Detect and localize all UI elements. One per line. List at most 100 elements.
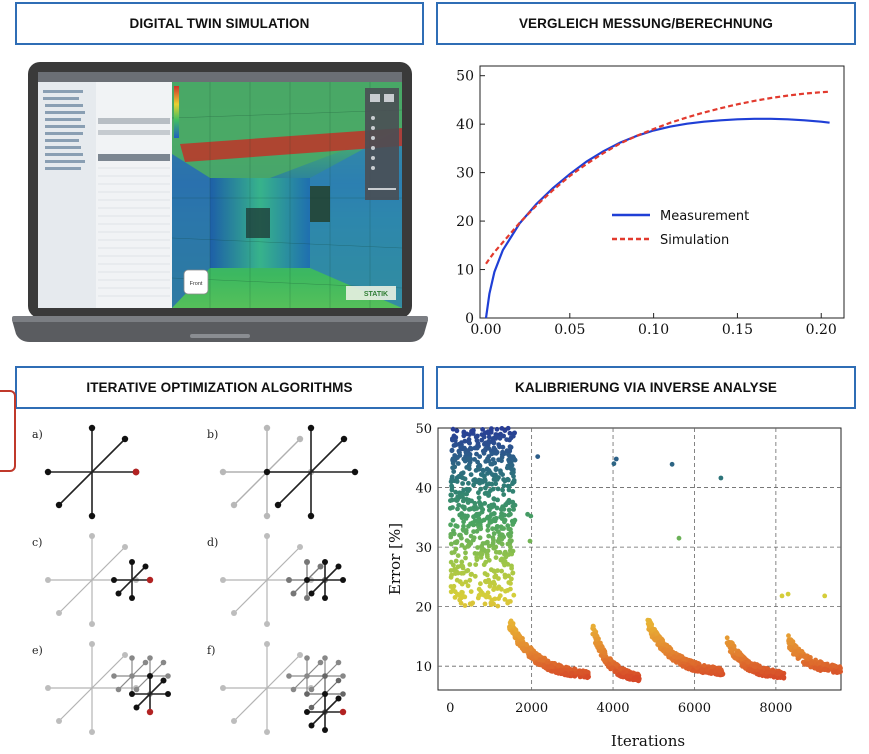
- scatter-point: [796, 648, 802, 654]
- panel-title-digital-twin: DIGITAL TWIN SIMULATION: [15, 2, 424, 45]
- search-edge: [149, 662, 164, 677]
- search-edge: [131, 565, 147, 581]
- search-node: [304, 577, 310, 583]
- scatter-point: [507, 430, 513, 436]
- search-node: [322, 559, 328, 565]
- scatter-point: [483, 446, 488, 452]
- scatter-point: [493, 466, 499, 471]
- scatter-point: [465, 544, 471, 549]
- scatter-point: [802, 653, 808, 659]
- laptop-base: [12, 320, 428, 342]
- scatter-point: [491, 531, 497, 536]
- scatter-point: [469, 601, 474, 607]
- scatter-point: [455, 461, 461, 466]
- scatter-point: [738, 652, 744, 658]
- scatter-point: [490, 540, 496, 546]
- optimization-diagrams: a) b) c) d) e) f): [32, 424, 359, 735]
- search-node: [45, 577, 51, 583]
- scatter-point: [617, 666, 623, 672]
- scatter-point: [500, 487, 505, 493]
- scatter-point: [533, 653, 539, 659]
- scatter-point: [489, 512, 494, 517]
- scatter-point: [453, 489, 459, 495]
- y-tick-label: 0: [465, 311, 474, 327]
- scatter-point: [759, 669, 765, 675]
- search-node: [89, 641, 95, 647]
- search-node: [129, 559, 135, 565]
- search-node: [230, 501, 238, 509]
- search-node: [308, 590, 315, 597]
- scatter-point: [716, 668, 722, 674]
- scatter-frame: [437, 427, 842, 691]
- search-node: [88, 512, 96, 520]
- search-edge: [58, 687, 93, 722]
- scatter-point: [486, 434, 492, 440]
- scatter-point: [483, 559, 489, 565]
- scatter-point: [462, 603, 468, 608]
- scatter-point: [585, 674, 591, 680]
- search-node: [304, 655, 310, 661]
- scatter-point: [500, 449, 505, 455]
- scatter-point: [724, 635, 730, 641]
- scatter-point: [492, 574, 498, 580]
- scatter-point: [506, 573, 511, 579]
- scatter-point: [457, 532, 462, 538]
- scatter-point: [590, 623, 596, 629]
- scatter-point: [449, 550, 455, 556]
- scatter-point: [450, 517, 456, 523]
- y-tick-label: 50: [456, 69, 474, 85]
- search-node: [340, 577, 346, 583]
- scatter-point: [735, 651, 740, 657]
- scatter-point: [502, 597, 508, 602]
- search-node: [165, 691, 171, 697]
- search-edge: [266, 546, 301, 581]
- search-edge: [324, 697, 340, 713]
- scatter-point: [459, 471, 464, 477]
- scatter-point: [496, 442, 502, 447]
- scatter-point: [665, 648, 671, 653]
- diagram-label: c): [32, 536, 42, 549]
- search-node: [322, 673, 328, 679]
- scatter-point: [462, 476, 468, 482]
- scatter-point: [479, 518, 484, 524]
- diagram-2: c): [32, 533, 154, 627]
- scatter-point: [467, 440, 472, 446]
- scatter-point: [501, 506, 507, 512]
- search-node: [147, 655, 153, 661]
- search-edge: [149, 679, 165, 695]
- scatter-point: [468, 589, 474, 594]
- scatter-point: [508, 581, 513, 586]
- scatter-point: [505, 600, 511, 606]
- search-node: [89, 729, 95, 735]
- scatter-point: [489, 481, 495, 487]
- scatter-point: [461, 523, 466, 529]
- search-node: [45, 685, 51, 691]
- scatter-point: [467, 577, 473, 583]
- search-node: [129, 655, 135, 661]
- model-tree-panel: [38, 82, 96, 308]
- scatter-point: [465, 513, 470, 519]
- scatter-point: [636, 676, 642, 682]
- scatter-point: [448, 492, 454, 498]
- scatter-point: [728, 647, 734, 652]
- search-node: [129, 673, 135, 679]
- search-node: [142, 563, 149, 570]
- search-node: [133, 704, 140, 711]
- scatter-point: [749, 667, 755, 673]
- scatter-point: [456, 502, 462, 508]
- search-edge: [91, 546, 126, 581]
- scatter-point: [467, 458, 472, 463]
- scatter-point: [459, 515, 465, 521]
- scatter-point: [785, 591, 791, 597]
- scatter-point: [476, 466, 482, 472]
- y-tick-label: 30: [415, 541, 432, 556]
- scatter-point: [455, 553, 461, 558]
- series-line-simulation: [485, 90, 830, 265]
- search-node: [304, 709, 310, 715]
- scatter-point: [448, 589, 454, 595]
- scatter-point: [676, 535, 682, 541]
- scatter-point: [450, 585, 456, 591]
- scatter-point: [786, 633, 791, 639]
- scatter-point: [499, 568, 504, 574]
- scatter-point: [608, 656, 614, 662]
